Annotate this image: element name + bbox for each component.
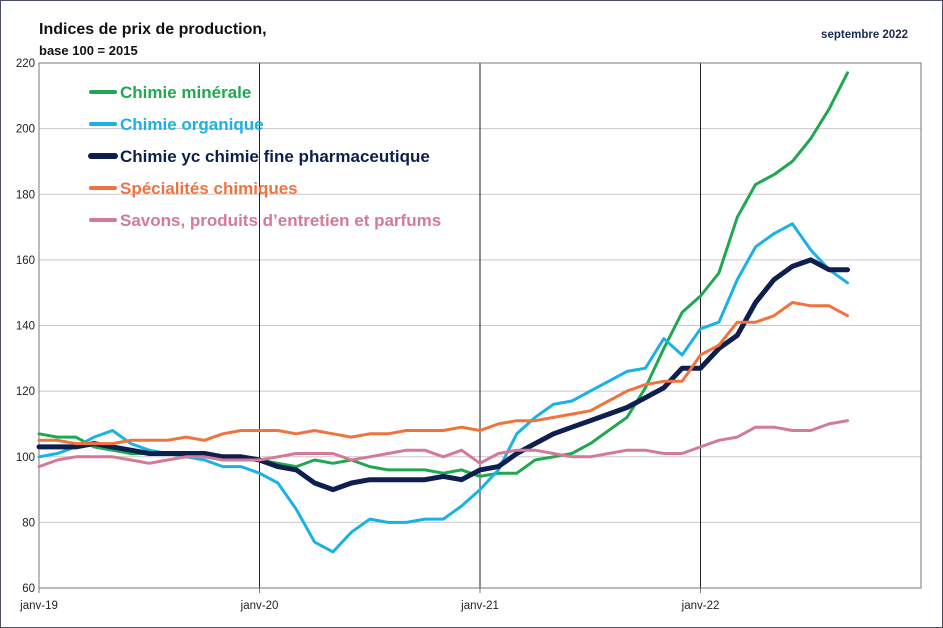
- y-tick-label: 220: [16, 58, 35, 70]
- series-line-3: [36, 257, 850, 493]
- x-tick-label: janv-20: [240, 600, 279, 612]
- legend-label: Chimie organique: [120, 115, 264, 134]
- y-tick-label: 160: [16, 255, 35, 267]
- chart-title: Indices de prix de production,: [39, 21, 267, 38]
- chart-subtitle: base 100 = 2015: [39, 43, 138, 58]
- legend-label: Spécialités chimiques: [120, 179, 298, 198]
- legend-label: Chimie yc chimie fine pharmaceutique: [120, 147, 430, 166]
- y-tick-label: 200: [16, 124, 35, 136]
- x-tick-label: janv-19: [19, 600, 58, 612]
- legend-label: Savons, produits d’entretien et parfums: [120, 211, 441, 230]
- series-line-4: [37, 301, 849, 446]
- publication-date: septembre 2022: [821, 29, 908, 41]
- y-tick-label: 140: [16, 321, 35, 333]
- x-tick-label: janv-21: [460, 600, 499, 612]
- x-tick-label: janv-22: [681, 600, 720, 612]
- y-tick-label: 80: [22, 517, 35, 529]
- y-tick-label: 100: [16, 452, 35, 464]
- y-tick-label: 180: [16, 189, 35, 201]
- y-tick-label: 60: [22, 583, 35, 595]
- series-line-2: [37, 222, 849, 554]
- legend-label: Chimie minérale: [120, 83, 251, 102]
- series-line-5: [37, 419, 849, 469]
- y-tick-label: 120: [16, 386, 35, 398]
